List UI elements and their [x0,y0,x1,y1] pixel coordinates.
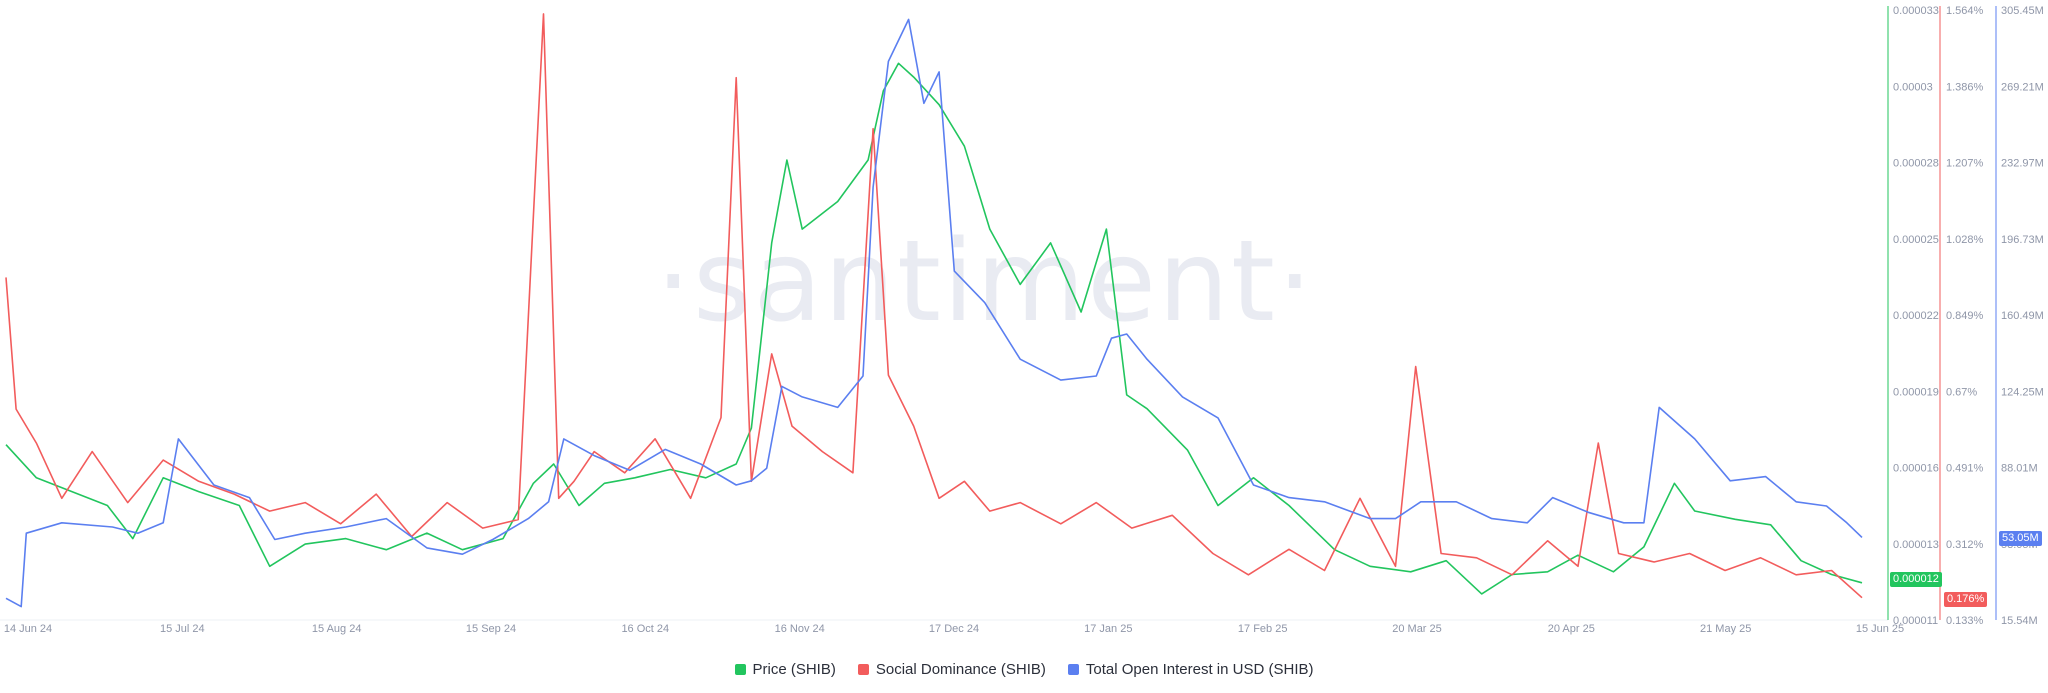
price-axis-tick-label: 0.000019 [1893,386,1939,398]
x-tick-label: 14 Jun 24 [4,623,52,635]
series-line-oi [5,18,1863,608]
oi-axis-tick-label: 160.49M [2001,310,2044,322]
y-axis-ticks: 0.000033 0.00003 0.000028 0.000025 0.000022 0… [1893,5,2044,627]
price-axis-tick-label: 0.000033 [1893,5,1939,17]
x-tick-label: 16 Nov 24 [775,623,825,635]
social-axis-tick-label: 0.312% [1946,539,1984,551]
social-current-badge: 0.176% [1944,592,1988,607]
oi-axis-tick-label: 305.45M [2001,5,2044,17]
oi-axis-tick-label: 124.25M [2001,386,2044,398]
legend-label-price: Price (SHIB) [752,660,836,678]
x-tick-label: 17 Dec 24 [929,623,979,635]
social-axis-tick-label: 1.028% [1946,234,1984,246]
price-axis-tick-label: 0.000013 [1893,539,1939,551]
price-axis-tick-label: 0.000011 [1893,615,1938,627]
oi-axis-tick-label: 196.73M [2001,234,2044,246]
oi-axis-tick-label: 15.54M [2001,615,2038,627]
oi-axis-tick-label: 232.97M [2001,158,2044,170]
oi-current-badge: 53.05M [1999,531,2042,546]
legend-swatch-social-dominance [857,663,869,675]
legend-item-social-dominance[interactable]: Social Dominance (SHIB) [857,660,1046,678]
x-tick-label: 21 May 25 [1700,623,1751,635]
x-tick-label: 20 Mar 25 [1392,623,1442,635]
price-axis-tick-label: 0.000025 [1893,234,1939,246]
legend-item-price[interactable]: Price (SHIB) [734,660,836,678]
x-tick-label: 15 Sep 24 [466,623,516,635]
x-tick-label: 15 Jun 25 [1856,623,1904,635]
social-axis-tick-label: 0.491% [1946,463,1984,475]
x-tick-label: 16 Oct 24 [621,623,669,635]
x-tick-label: 20 Apr 25 [1548,623,1595,635]
social-axis-tick-label: 0.849% [1946,310,1984,322]
series-line-social [5,13,1863,599]
x-tick-label: 15 Jul 24 [160,623,205,635]
x-axis-ticks: 14 Jun 24 15 Jul 24 15 Aug 24 15 Sep 24 16 O… [4,623,1904,635]
chart-legend: Price (SHIB) Social Dominance (SHIB) Tot… [0,658,2048,680]
price-axis-tick-label: 0.000016 [1893,463,1939,475]
x-tick-label: 15 Aug 24 [312,623,362,635]
social-axis-tick-label: 1.207% [1946,158,1984,170]
x-tick-label: 17 Feb 25 [1238,623,1288,635]
legend-swatch-price [734,663,746,675]
legend-swatch-open-interest [1067,663,1079,675]
legend-item-open-interest[interactable]: Total Open Interest in USD (SHIB) [1067,660,1314,678]
social-axis-tick-label: 1.564% [1946,5,1984,17]
price-axis-tick-label: 0.00003 [1893,81,1933,93]
price-axis-tick-label: 0.000022 [1893,310,1939,322]
legend-label-social-dominance: Social Dominance (SHIB) [875,660,1046,678]
social-axis-tick-label: 0.67% [1946,386,1977,398]
x-tick-label: 17 Jan 25 [1084,623,1132,635]
social-axis-tick-label: 1.386% [1946,81,1984,93]
legend-label-open-interest: Total Open Interest in USD (SHIB) [1085,660,1314,678]
oi-axis-tick-label: 88.01M [2001,463,2038,475]
price-axis-tick-label: 0.000028 [1893,158,1939,170]
series-lines [5,13,1863,608]
oi-axis-tick-label: 269.21M [2001,81,2044,93]
price-current-badge: 0.000012 [1890,572,1942,587]
watermark: ·santiment· [655,217,1314,347]
series-line-price [5,62,1863,595]
social-axis-tick-label: 0.133% [1946,615,1984,627]
